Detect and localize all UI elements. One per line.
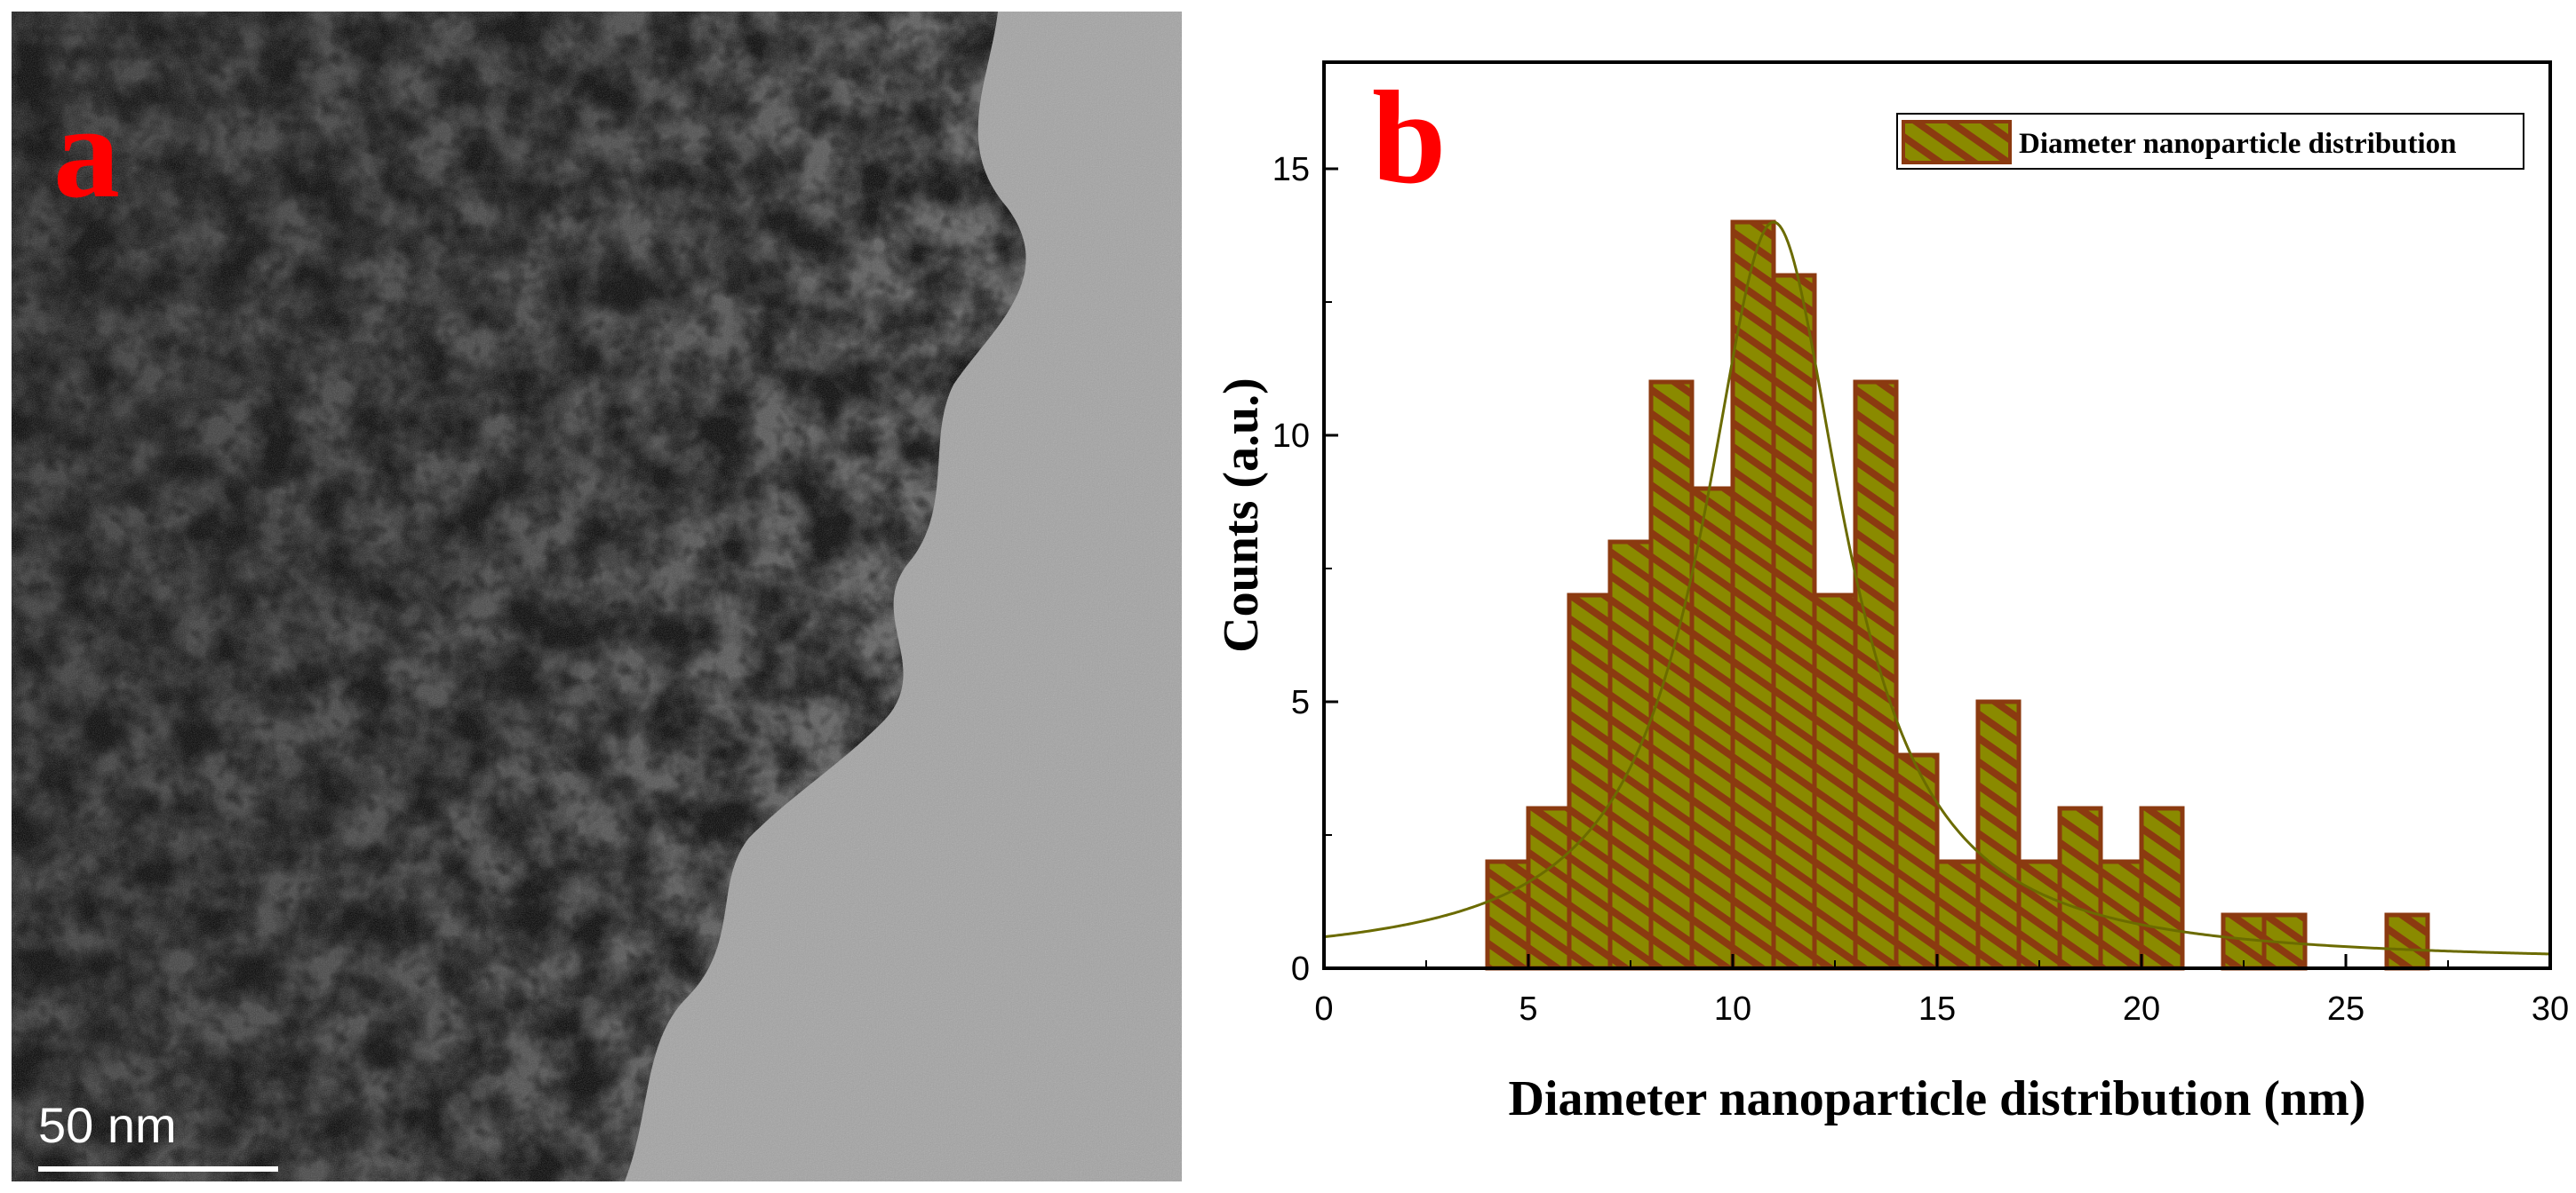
legend-label: Diameter nanoparticle distribution [2019,128,2457,160]
histogram-bar [2384,912,2430,971]
x-tick-label: 5 [1519,990,1537,1028]
panel-label-a: a [53,78,120,226]
axis-ticks: 0 5 10 15 20 25 30 0 5 10 15 [1272,151,2569,1028]
histogram-chart: 0 5 10 15 20 25 30 0 5 10 15 Diameter nanoparticle… [1214,60,2569,1126]
histogram-bar [1934,859,1981,971]
histogram-bar [1894,752,1940,971]
histogram-bar [2098,859,2144,971]
y-tick-label: 5 [1291,684,1310,721]
tem-micrograph-panel: 50 nm [12,12,1182,1181]
histogram-bar [1853,379,1899,971]
histogram-bar [1975,699,2022,971]
fit-curve-group [1324,220,2550,956]
scale-bar-label: 50 nm [38,1097,177,1153]
x-tick-label: 15 [1918,990,1956,1028]
fit-curve [1324,220,2550,956]
histogram-bars [1485,219,2430,971]
x-tick-label: 10 [1714,990,1751,1028]
x-tick-label: 20 [2123,990,2160,1028]
legend-swatch [1902,120,2012,164]
y-tick-label: 0 [1291,950,1310,988]
tem-micrograph-image [12,12,1182,1181]
histogram-bar [1485,859,1531,971]
x-tick-label: 30 [2532,990,2569,1028]
histogram-bar [2016,859,2062,971]
y-tick-label: 10 [1272,418,1310,455]
histogram-bar [2057,806,2103,971]
legend: Diameter nanoparticle distribution [1896,113,2524,170]
histogram-bar [1567,593,1613,971]
x-tick-label: 0 [1314,990,1333,1028]
x-axis-label: Diameter nanoparticle distribution (nm) [1509,1071,2366,1126]
y-tick-label: 15 [1272,151,1310,188]
x-tick-label: 25 [2327,990,2365,1028]
histogram-bar [1689,486,1735,971]
histogram-bar [1730,219,1776,971]
y-axis-label: Counts (a.u.) [1214,378,1269,653]
histogram-bar [1812,593,1858,971]
histogram-bar [1771,273,1817,971]
histogram-bar [1648,379,1695,971]
histogram-bar [1607,539,1654,971]
histogram-bar [2139,806,2185,971]
histogram-bar [1526,806,1572,971]
scale-bar [38,1166,278,1172]
panel-label-b: b [1372,64,1447,211]
